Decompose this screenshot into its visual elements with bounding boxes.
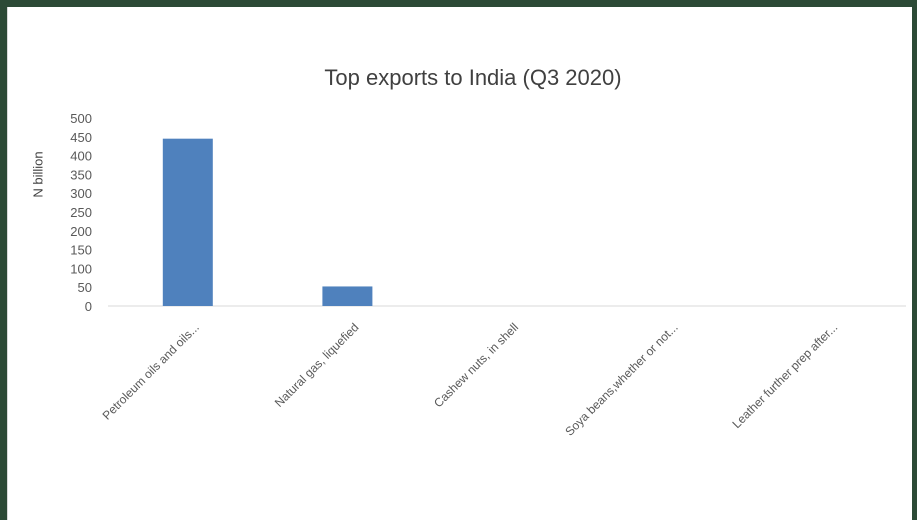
x-tick-label: Soya beans,whether or not... bbox=[562, 320, 680, 438]
y-tick-label: 100 bbox=[70, 261, 92, 276]
y-tick-label: 50 bbox=[78, 280, 92, 295]
y-tick-label: 500 bbox=[70, 111, 92, 126]
chart-title: Top exports to India (Q3 2020) bbox=[324, 65, 622, 90]
y-tick-label: 150 bbox=[70, 243, 92, 258]
x-tick-label: Cashew nuts, in shell bbox=[431, 320, 521, 410]
x-tick-label: Leather further prep after... bbox=[729, 320, 840, 431]
y-tick-label: 400 bbox=[70, 149, 92, 164]
y-tick-label: 450 bbox=[70, 130, 92, 145]
y-tick-label: 0 bbox=[85, 299, 92, 314]
bar bbox=[322, 286, 373, 306]
y-tick-label: 300 bbox=[70, 186, 92, 201]
y-tick-label: 250 bbox=[70, 205, 92, 220]
bar-chart: 0 50 100 150 200 250 300 350 400 450 500 Petroleum … bbox=[70, 111, 906, 439]
x-tick-label: Natural gas, liquefied bbox=[272, 320, 362, 410]
y-tick-label: 350 bbox=[70, 167, 92, 182]
chart-frame: Top exports to India (Q3 2020) N billion… bbox=[7, 7, 912, 520]
bar bbox=[162, 138, 213, 306]
y-tick-label: 200 bbox=[70, 224, 92, 239]
x-tick-label: Petroleum oils and oils... bbox=[100, 320, 202, 422]
